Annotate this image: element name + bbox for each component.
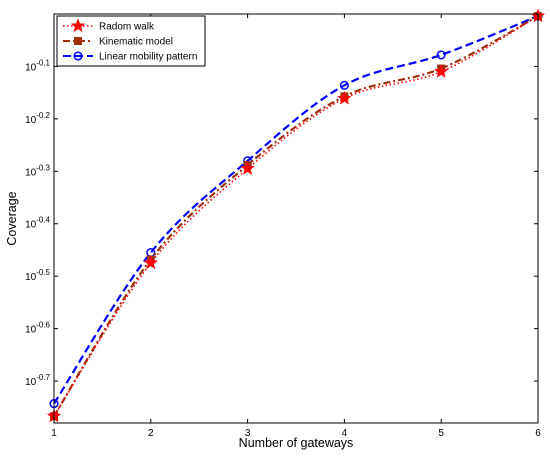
legend: Radom walk Kinematic model Linear mobility… xyxy=(56,15,206,67)
y-tick-label: 10-0.7 xyxy=(25,373,50,388)
series-square xyxy=(50,12,542,421)
series-line xyxy=(53,15,539,417)
data-point-circle xyxy=(436,50,446,60)
x-tick-label: 5 xyxy=(438,428,444,439)
data-point-star xyxy=(433,63,449,78)
legend-entry: Kinematic model xyxy=(63,37,173,48)
y-tick-label: 10-0.5 xyxy=(25,268,50,283)
series-circle xyxy=(49,11,543,409)
legend-label: Linear mobility pattern xyxy=(99,52,197,63)
x-tick-label: 2 xyxy=(148,428,154,439)
legend-marker-square xyxy=(74,37,82,45)
series-star xyxy=(46,8,546,423)
x-tick-label: 4 xyxy=(342,428,348,439)
x-tick-label: 1 xyxy=(51,428,57,439)
data-point-star xyxy=(143,255,159,270)
legend-marker-star xyxy=(70,18,86,33)
data-point-star xyxy=(240,160,255,175)
series-line xyxy=(53,15,539,405)
y-tick-label: 10-0.2 xyxy=(25,111,50,126)
y-ticks: 10-0.1 10-0.2 10-0.3 10-0.4 10-0.5 10-0.6 10-0… xyxy=(25,58,538,388)
x-ticks: 1 2 3 4 5 6 xyxy=(51,14,541,439)
data-point-star xyxy=(337,90,352,105)
data-point-circle xyxy=(339,80,349,90)
series-layer xyxy=(46,8,546,423)
legend-label: Kinematic model xyxy=(99,37,173,48)
y-tick-label: 10-0.3 xyxy=(25,163,50,178)
legend-marker-circle xyxy=(73,51,83,61)
y-axis-label: Coverage xyxy=(5,191,19,245)
y-tick-label: 10-0.1 xyxy=(25,58,50,73)
y-tick-label: 10-0.6 xyxy=(25,321,50,336)
series-line xyxy=(53,15,539,417)
x-tick-label: 6 xyxy=(535,428,541,439)
legend-entry: Linear mobility pattern xyxy=(63,51,197,63)
x-tick-label: 3 xyxy=(245,428,251,439)
data-point-circle xyxy=(146,248,156,258)
y-tick-label: 10-0.4 xyxy=(25,216,50,231)
x-axis-label: Number of gateways xyxy=(239,436,354,450)
legend-label: Radom walk xyxy=(99,22,155,33)
legend-entry: Radom walk xyxy=(63,18,155,33)
plot-frame xyxy=(53,13,539,424)
